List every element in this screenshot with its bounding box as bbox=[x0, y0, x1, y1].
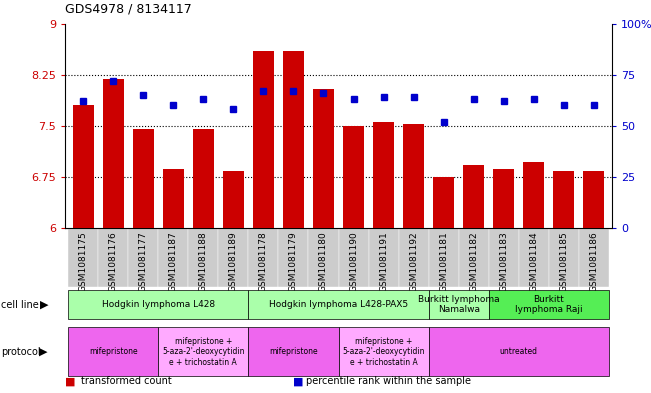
Text: ▶: ▶ bbox=[39, 347, 48, 357]
Text: mifepristone: mifepristone bbox=[269, 347, 318, 356]
Text: ■: ■ bbox=[293, 376, 303, 386]
Text: mifepristone: mifepristone bbox=[89, 347, 137, 356]
Bar bbox=[128, 228, 158, 287]
Bar bbox=[68, 327, 158, 376]
Text: GSM1081186: GSM1081186 bbox=[589, 231, 598, 292]
Text: GSM1081184: GSM1081184 bbox=[529, 231, 538, 292]
Bar bbox=[188, 228, 218, 287]
Bar bbox=[489, 290, 609, 319]
Bar bbox=[549, 228, 579, 287]
Bar bbox=[249, 228, 279, 287]
Bar bbox=[133, 129, 154, 228]
Text: mifepristone +
5-aza-2'-deoxycytidin
e + trichostatin A: mifepristone + 5-aza-2'-deoxycytidin e +… bbox=[162, 337, 245, 367]
Bar bbox=[279, 228, 309, 287]
Bar bbox=[583, 171, 604, 228]
Bar bbox=[68, 228, 98, 287]
Bar bbox=[158, 228, 188, 287]
Text: ■: ■ bbox=[65, 376, 76, 386]
Bar bbox=[428, 327, 609, 376]
Text: GSM1081177: GSM1081177 bbox=[139, 231, 148, 292]
Bar bbox=[218, 228, 249, 287]
Bar bbox=[158, 327, 249, 376]
Bar bbox=[579, 228, 609, 287]
Bar bbox=[343, 126, 364, 228]
Text: GSM1081188: GSM1081188 bbox=[199, 231, 208, 292]
Text: GSM1081190: GSM1081190 bbox=[349, 231, 358, 292]
Bar bbox=[489, 228, 519, 287]
Bar bbox=[464, 165, 484, 228]
Bar bbox=[368, 228, 398, 287]
Text: GSM1081178: GSM1081178 bbox=[259, 231, 268, 292]
Text: GSM1081187: GSM1081187 bbox=[169, 231, 178, 292]
Text: Hodgkin lymphoma L428-PAX5: Hodgkin lymphoma L428-PAX5 bbox=[269, 300, 408, 309]
Bar bbox=[433, 177, 454, 228]
Bar bbox=[398, 228, 428, 287]
Bar bbox=[519, 228, 549, 287]
Bar bbox=[459, 228, 489, 287]
Text: GSM1081176: GSM1081176 bbox=[109, 231, 118, 292]
Text: percentile rank within the sample: percentile rank within the sample bbox=[306, 376, 471, 386]
Text: GSM1081183: GSM1081183 bbox=[499, 231, 508, 292]
Text: GDS4978 / 8134117: GDS4978 / 8134117 bbox=[65, 3, 192, 16]
Bar bbox=[249, 290, 428, 319]
Bar bbox=[223, 171, 244, 228]
Text: GSM1081175: GSM1081175 bbox=[79, 231, 88, 292]
Text: GSM1081185: GSM1081185 bbox=[559, 231, 568, 292]
Text: GSM1081182: GSM1081182 bbox=[469, 231, 478, 292]
Bar bbox=[523, 162, 544, 228]
Bar bbox=[339, 228, 368, 287]
Bar bbox=[309, 228, 339, 287]
Bar bbox=[428, 228, 459, 287]
Bar bbox=[403, 125, 424, 228]
Text: Burkitt
lymphoma Raji: Burkitt lymphoma Raji bbox=[515, 295, 583, 314]
Text: protocol: protocol bbox=[1, 347, 40, 357]
Bar bbox=[313, 89, 334, 228]
Text: GSM1081191: GSM1081191 bbox=[379, 231, 388, 292]
Bar bbox=[553, 171, 574, 228]
Text: GSM1081180: GSM1081180 bbox=[319, 231, 328, 292]
Text: GSM1081189: GSM1081189 bbox=[229, 231, 238, 292]
Bar bbox=[193, 129, 214, 228]
Bar bbox=[339, 327, 428, 376]
Text: Burkitt lymphoma
Namalwa: Burkitt lymphoma Namalwa bbox=[418, 295, 499, 314]
Text: GSM1081179: GSM1081179 bbox=[289, 231, 298, 292]
Bar bbox=[249, 327, 339, 376]
Bar bbox=[98, 228, 128, 287]
Text: ▶: ▶ bbox=[40, 299, 49, 310]
Bar bbox=[163, 169, 184, 228]
Bar bbox=[493, 169, 514, 228]
Text: GSM1081181: GSM1081181 bbox=[439, 231, 448, 292]
Text: GSM1081192: GSM1081192 bbox=[409, 231, 418, 292]
Text: Hodgkin lymphoma L428: Hodgkin lymphoma L428 bbox=[102, 300, 215, 309]
Text: untreated: untreated bbox=[500, 347, 538, 356]
Text: mifepristone +
5-aza-2'-deoxycytidin
e + trichostatin A: mifepristone + 5-aza-2'-deoxycytidin e +… bbox=[342, 337, 425, 367]
Bar bbox=[283, 51, 304, 228]
Bar bbox=[373, 122, 394, 228]
Bar bbox=[103, 79, 124, 228]
Text: cell line: cell line bbox=[1, 299, 38, 310]
Bar bbox=[73, 105, 94, 228]
Text: transformed count: transformed count bbox=[81, 376, 172, 386]
Bar bbox=[68, 290, 249, 319]
Bar bbox=[253, 51, 274, 228]
Bar bbox=[428, 290, 489, 319]
